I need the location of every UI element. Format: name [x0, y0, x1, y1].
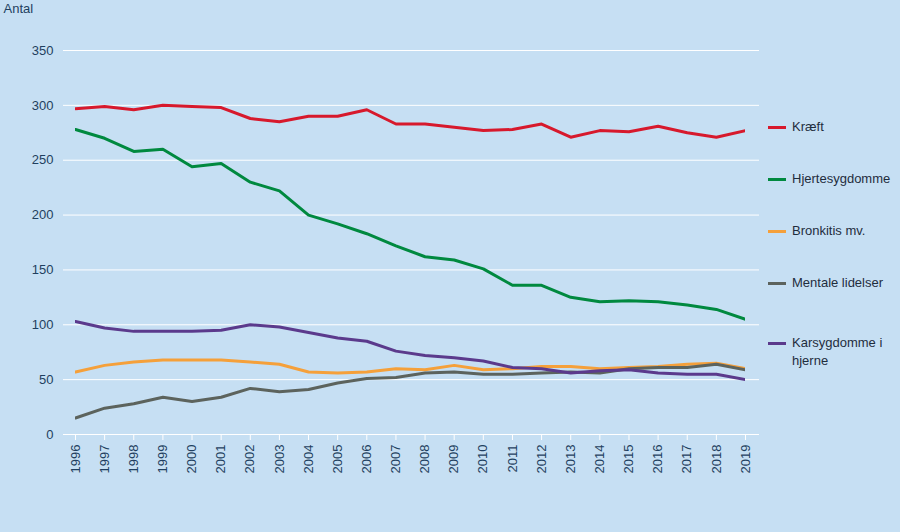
- svg-text:2006: 2006: [359, 445, 374, 474]
- svg-text:1998: 1998: [126, 445, 141, 474]
- svg-text:2011: 2011: [505, 445, 520, 473]
- svg-text:2019: 2019: [738, 445, 753, 474]
- svg-text:2017: 2017: [679, 445, 694, 474]
- svg-text:350: 350: [32, 43, 54, 58]
- svg-text:2016: 2016: [650, 445, 665, 474]
- svg-text:100: 100: [32, 317, 54, 332]
- svg-text:2015: 2015: [621, 445, 636, 474]
- svg-text:2012: 2012: [534, 445, 549, 474]
- svg-text:300: 300: [32, 98, 54, 113]
- svg-text:2007: 2007: [388, 445, 403, 474]
- svg-text:2013: 2013: [563, 445, 578, 474]
- svg-text:1996: 1996: [68, 445, 83, 474]
- html-text:Bronkitis mv.: Bronkitis mv.: [792, 223, 866, 238]
- svg-text:150: 150: [32, 262, 54, 277]
- svg-text:2014: 2014: [592, 445, 607, 474]
- svg-text:2001: 2001: [213, 445, 228, 474]
- html-text:Hjertesygdomme: Hjertesygdomme: [792, 171, 891, 186]
- svg-text:2009: 2009: [446, 445, 461, 474]
- svg-text:50: 50: [39, 372, 53, 387]
- svg-text:200: 200: [32, 207, 54, 222]
- svg-text:250: 250: [32, 152, 54, 167]
- svg-text:2004: 2004: [301, 445, 316, 474]
- html-text:Karsygdomme i hjerne: Karsygdomme i hjerne: [792, 335, 883, 368]
- html-text:Mentale lidelser: Mentale lidelser: [792, 275, 883, 290]
- html-text:Kræft: Kræft: [792, 119, 824, 134]
- svg-text:2008: 2008: [417, 445, 432, 474]
- svg-text:2003: 2003: [272, 445, 287, 474]
- svg-text:1999: 1999: [155, 445, 170, 474]
- svg-text:2018: 2018: [709, 445, 724, 474]
- svg-text:2000: 2000: [184, 445, 199, 474]
- svg-text:0: 0: [46, 427, 53, 442]
- svg-text:1997: 1997: [97, 445, 112, 474]
- svg-text:2005: 2005: [330, 445, 345, 474]
- svg-text:2002: 2002: [242, 445, 257, 474]
- svg-text:Antal: Antal: [4, 1, 34, 16]
- svg-text:2010: 2010: [475, 445, 490, 474]
